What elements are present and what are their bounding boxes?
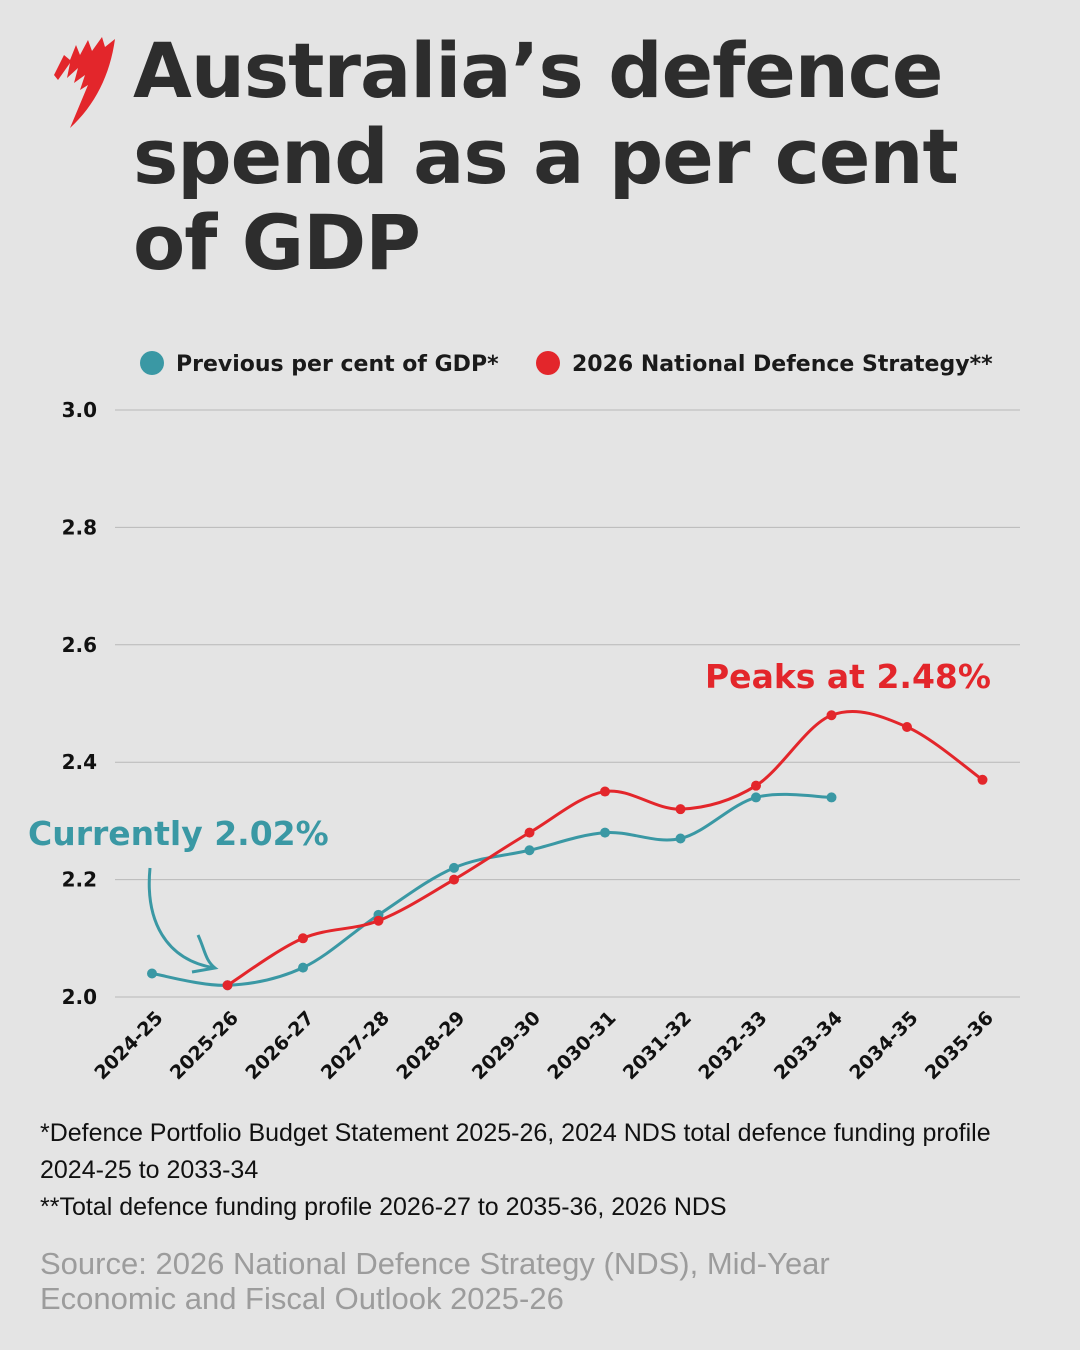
x-tick-label: 2027-28: [317, 1007, 394, 1084]
x-tick-label: 2035-36: [921, 1007, 998, 1084]
x-tick-label: 2030-31: [543, 1007, 620, 1084]
y-tick-label: 2.4: [62, 750, 97, 774]
data-point: [373, 915, 384, 926]
data-point: [222, 980, 233, 991]
x-tick-label: 2031-32: [619, 1007, 696, 1084]
data-point: [675, 804, 686, 815]
line-chart: 2.02.22.42.62.83.02024-252025-262026-272…: [28, 351, 1020, 1084]
x-tick-label: 2026-27: [241, 1007, 318, 1084]
y-tick-label: 3.0: [62, 398, 97, 422]
legend-label: Previous per cent of GDP*: [176, 352, 499, 377]
x-tick-label: 2028-29: [392, 1007, 469, 1084]
data-point: [449, 874, 459, 885]
footnote-1: *Defence Portfolio Budget Statement 2025…: [40, 1119, 991, 1184]
legend-marker: [140, 351, 164, 375]
annotation-peak: Peaks at 2.48%: [705, 657, 991, 696]
x-tick-label: 2029-30: [468, 1007, 545, 1084]
legend-label: 2026 National Defence Strategy**: [572, 352, 993, 377]
data-point: [600, 786, 610, 797]
x-tick-label: 2033-34: [770, 1007, 847, 1084]
x-tick-label: 2024-25: [90, 1007, 167, 1084]
data-point: [902, 721, 912, 732]
data-point: [751, 780, 761, 791]
arrow-head-icon: [191, 934, 219, 974]
arrow-icon: [147, 867, 216, 970]
data-point: [675, 833, 686, 844]
data-point: [600, 827, 610, 838]
x-tick-label: 2034-35: [845, 1007, 922, 1084]
data-point: [298, 962, 308, 973]
x-tick-label: 2032-33: [694, 1007, 771, 1084]
sbs-logo-icon: [54, 37, 115, 128]
data-point: [977, 774, 988, 785]
y-tick-label: 2.6: [62, 633, 97, 657]
data-point: [147, 968, 157, 979]
data-point: [449, 862, 459, 873]
data-point: [524, 827, 535, 838]
data-point: [751, 792, 761, 803]
data-point: [298, 933, 308, 944]
y-tick-label: 2.8: [62, 515, 97, 539]
data-point: [826, 792, 837, 803]
y-tick-label: 2.2: [62, 868, 97, 892]
annotation-current: Currently 2.02%: [28, 814, 329, 853]
x-tick-label: 2025-26: [166, 1007, 243, 1084]
source-note: Source: 2026 National Defence Strategy (…: [40, 1246, 830, 1316]
page-title: Australia’s defence spend as a per cent …: [133, 26, 959, 287]
data-point: [524, 845, 535, 856]
y-tick-label: 2.0: [62, 985, 97, 1009]
footnote-2: **Total defence funding profile 2026-27 …: [40, 1193, 727, 1221]
legend-marker: [536, 351, 560, 375]
data-point: [826, 710, 837, 721]
